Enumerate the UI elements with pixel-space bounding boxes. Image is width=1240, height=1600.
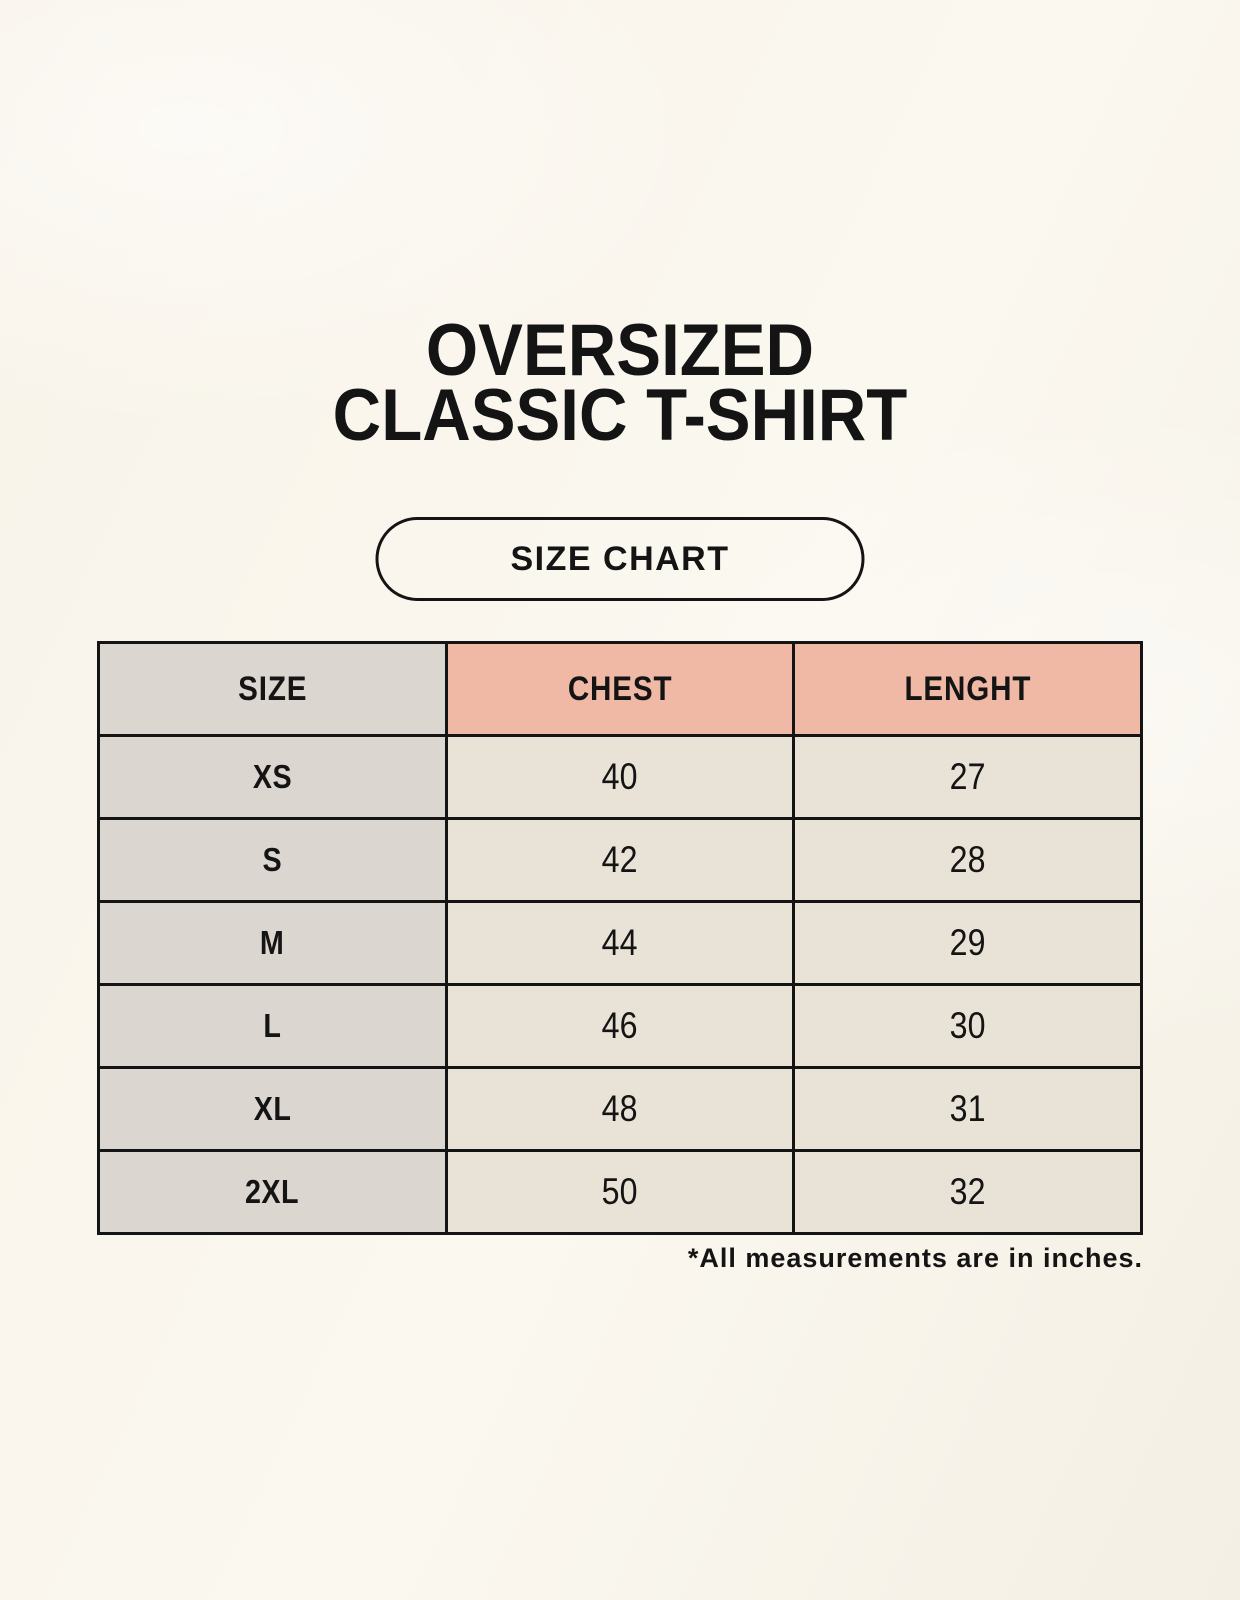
size-chart-button[interactable]: SIZE CHART — [375, 517, 865, 601]
size-label-cell: XL — [97, 1066, 448, 1152]
title-line-1: OVERSIZED — [425, 310, 815, 391]
lenght-value: 29 — [949, 922, 986, 963]
page-title: OVERSIZED CLASSIC T-SHIRT — [50, 310, 1191, 456]
lenght-value-cell: 32 — [792, 1149, 1143, 1235]
size-label: L — [263, 1007, 282, 1044]
size-label: XS — [252, 758, 292, 795]
table-row-2xl: 2XL 50 32 — [97, 1149, 1143, 1235]
size-label: 2XL — [245, 1173, 300, 1210]
size-label-cell: XS — [97, 734, 448, 820]
table-row-s: S 42 28 — [97, 817, 1143, 903]
table-row-xs: XS 40 27 — [97, 734, 1143, 820]
table-row-l: L 46 30 — [97, 983, 1143, 1069]
lenght-value-cell: 28 — [792, 817, 1143, 903]
size-label: S — [262, 841, 283, 878]
table-row-m: M 44 29 — [97, 900, 1143, 986]
chest-value-cell: 48 — [444, 1066, 796, 1152]
lenght-value: 28 — [949, 839, 986, 880]
size-label: M — [260, 924, 285, 961]
lenght-value: 32 — [949, 1171, 986, 1212]
title-line-2: CLASSIC T-SHIRT — [332, 375, 908, 456]
column-header-chest-label: CHEST — [567, 669, 673, 708]
lenght-value-cell: 31 — [792, 1066, 1143, 1152]
chest-value: 44 — [602, 922, 638, 963]
column-header-lenght: LENGHT — [792, 641, 1143, 737]
size-label-cell: 2XL — [97, 1149, 448, 1235]
lenght-value-cell: 27 — [792, 734, 1143, 820]
size-chart-table: SIZE CHEST LENGHT XS 40 27 S 42 28 M 44 … — [97, 641, 1143, 1235]
table-row-xl: XL 48 31 — [97, 1066, 1143, 1152]
chest-value: 40 — [602, 756, 638, 797]
column-header-size: SIZE — [97, 641, 448, 737]
chest-value-cell: 42 — [444, 817, 796, 903]
lenght-value-cell: 29 — [792, 900, 1143, 986]
size-label-cell: M — [97, 900, 448, 986]
chest-value: 48 — [602, 1088, 638, 1129]
measurements-footnote: *All measurements are in inches. — [687, 1243, 1143, 1273]
size-label-cell: L — [97, 983, 448, 1069]
chest-value-cell: 40 — [444, 734, 796, 820]
chest-value-cell: 44 — [444, 900, 796, 986]
chest-value-cell: 50 — [444, 1149, 796, 1235]
chest-value-cell: 46 — [444, 983, 796, 1069]
column-header-chest: CHEST — [444, 641, 796, 737]
chest-value: 42 — [602, 839, 638, 880]
column-header-size-label: SIZE — [237, 669, 307, 708]
size-label: XL — [253, 1090, 292, 1127]
chest-value: 46 — [602, 1005, 638, 1046]
header-row: SIZE CHEST LENGHT — [97, 641, 1143, 737]
chest-value: 50 — [602, 1171, 638, 1212]
lenght-value: 30 — [949, 1005, 986, 1046]
lenght-value: 31 — [949, 1088, 986, 1129]
lenght-value: 27 — [949, 756, 986, 797]
lenght-value-cell: 30 — [792, 983, 1143, 1069]
size-chart-button-label: SIZE CHART — [510, 539, 730, 578]
size-label-cell: S — [97, 817, 448, 903]
column-header-lenght-label: LENGHT — [904, 669, 1032, 708]
